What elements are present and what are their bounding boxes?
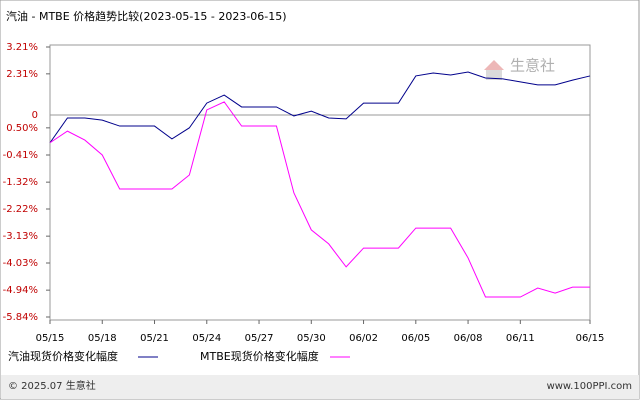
x-tick-label: 05/18 (88, 333, 117, 344)
y-tick-label: 0.50% (6, 123, 38, 134)
x-tick-label: 06/11 (506, 333, 535, 344)
x-tick-label: 05/30 (297, 333, 326, 344)
series-line (49, 71, 591, 144)
x-tick-label: 06/05 (401, 333, 430, 344)
watermark-logo (484, 60, 504, 80)
x-tick-label: 06/02 (349, 333, 378, 344)
x-tick-label: 05/24 (192, 333, 221, 344)
footer-right: www.100PPI.com (547, 381, 632, 392)
y-tick-label: -4.03% (3, 258, 38, 269)
x-tick-label: 05/27 (245, 333, 274, 344)
legend-label: 汽油现货价格变化幅度 (8, 349, 118, 363)
x-tick-label: 05/21 (140, 333, 169, 344)
y-tick-label: -3.13% (3, 231, 38, 242)
y-tick-label: -2.22% (3, 204, 38, 215)
y-tick-label: -5.84% (3, 312, 38, 323)
y-tick-label: -0.41% (3, 150, 38, 161)
footer-left: © 2025.07 生意社 (8, 379, 96, 392)
x-tick-label: 06/15 (576, 333, 605, 344)
chart-title: 汽油 - MTBE 价格趋势比较(2023-05-15 - 2023-06-15… (6, 9, 287, 23)
y-tick-label: 3.21% (6, 42, 38, 53)
series-line (49, 101, 590, 298)
y-tick-label: 0 (32, 110, 38, 121)
plot-frame (49, 44, 591, 321)
y-tick-label: -4.94% (3, 285, 38, 296)
y-tick-label: -1.32% (3, 177, 38, 188)
watermark: 生意社 (510, 57, 555, 75)
legend-label: MTBE现货价格变化幅度 (200, 349, 319, 363)
x-tick-label: 06/08 (454, 333, 483, 344)
x-tick-label: 05/15 (36, 333, 65, 344)
y-tick-label: 2.31% (6, 69, 38, 80)
footer-bar (1, 375, 639, 399)
